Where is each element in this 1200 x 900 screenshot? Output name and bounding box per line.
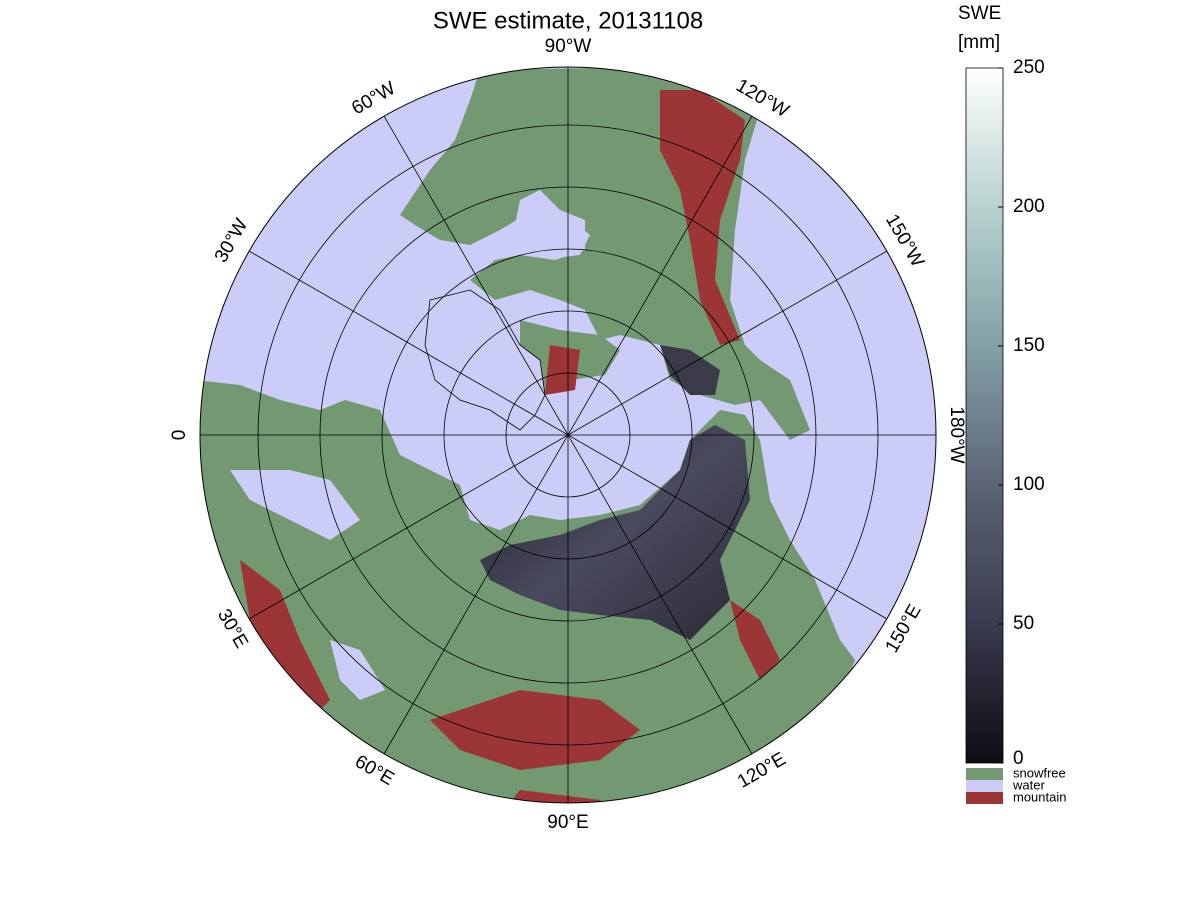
legend-swatch: [966, 768, 1003, 780]
greenland: [424, 289, 546, 431]
colorbar-tick-label: 150: [1013, 335, 1045, 356]
legend-label: water: [1012, 777, 1045, 792]
colorbar: SWE [mm] 0 50 100 150 200 250 snowfreewatermount…: [958, 3, 1066, 804]
colorbar-scale: [965, 67, 1004, 764]
colorbar-tick-label: 50: [1013, 613, 1034, 634]
map-border: [199, 66, 937, 804]
legend-label: mountain: [1013, 789, 1066, 804]
caspian: [330, 640, 385, 700]
colorbar-label: SWE: [958, 3, 1001, 24]
land-kola: [360, 455, 440, 530]
meridian-label: 0: [169, 430, 190, 441]
legend-label: snowfree: [1013, 765, 1066, 780]
map-disk: [200, 67, 936, 803]
meridian-label: 90°E: [547, 812, 588, 833]
graticule: [200, 67, 936, 803]
hudson-bay: [515, 190, 590, 258]
colorbar-tick-label: 200: [1013, 196, 1045, 217]
snow-cover-canada: [660, 345, 720, 395]
snow-cover: [480, 425, 750, 640]
colorbar-tick-label: 100: [1013, 474, 1045, 495]
meridian-label: 90°W: [545, 36, 592, 57]
colorbar-tick-label: 250: [1013, 57, 1045, 78]
colorbar-tick-label: 0: [1013, 748, 1024, 769]
mountain-areas: [240, 90, 780, 803]
colorbar-label: [mm]: [958, 32, 1000, 53]
legend-swatch: [966, 780, 1003, 792]
map-title: SWE estimate, 20131108: [433, 7, 703, 34]
legend-swatch: [966, 792, 1003, 804]
meridian-label: 180°W: [946, 406, 967, 463]
